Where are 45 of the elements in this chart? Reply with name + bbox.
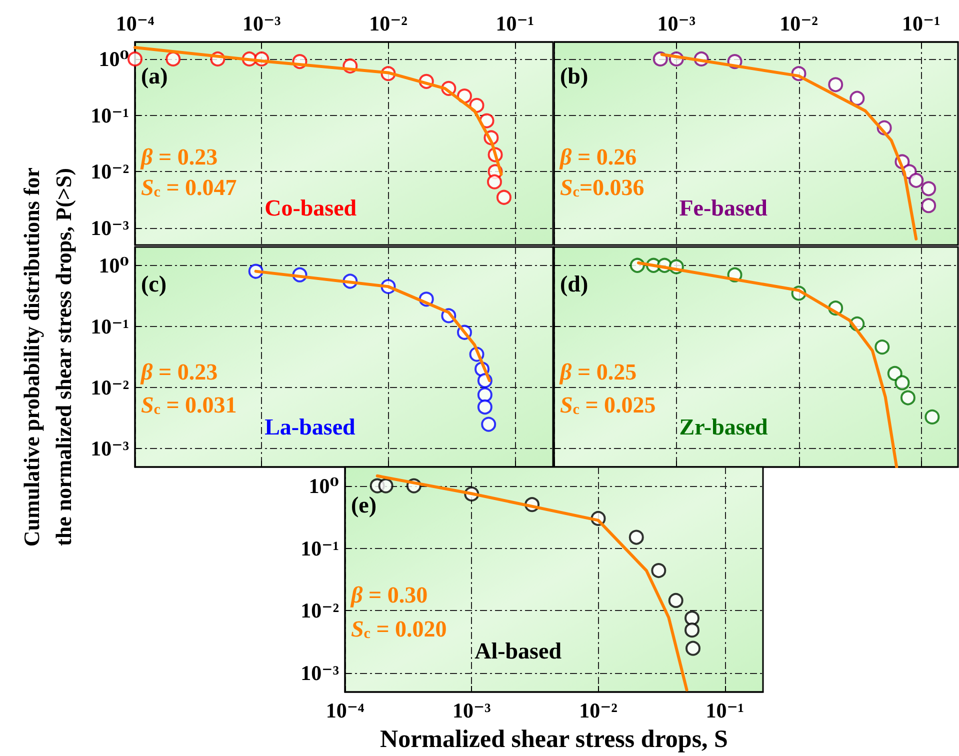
- y-tick-label: 10⁻¹: [90, 314, 129, 338]
- y-axis-title: Cumulative probability distributions for the normalized shear stress drops, P(>S): [19, 167, 76, 547]
- x-tick-label: 10⁻³: [242, 12, 281, 36]
- y-tick-label: 10⁰: [98, 46, 129, 71]
- x-tick-label: 10⁻¹: [902, 12, 940, 36]
- annotation: β = 0.23: [140, 144, 218, 170]
- annotation: Sc = 0.020: [351, 616, 447, 642]
- annotation: Sc = 0.031: [141, 392, 237, 418]
- y-tick-label: 10⁰: [308, 474, 339, 498]
- annotation: (e): [351, 492, 377, 518]
- x-tick-label: 10⁻⁴: [326, 698, 365, 722]
- text: La-based: [264, 414, 356, 440]
- annotation: β = 0.25: [559, 360, 637, 385]
- y-tick-label: 10⁻³: [300, 661, 339, 686]
- annotation: β = 0.30: [350, 582, 428, 608]
- text: Co-based: [264, 195, 357, 220]
- annotation: β = 0.23: [140, 360, 218, 385]
- text: Fe-based: [679, 195, 768, 220]
- annotation: Sc=0.036: [560, 175, 644, 201]
- annotation: Sc = 0.047: [141, 175, 237, 201]
- y-tick-label: 10⁻³: [90, 216, 129, 240]
- annotation: Sc = 0.025: [560, 392, 656, 418]
- y-tick-label: 10⁻²: [300, 598, 339, 623]
- y-tick-label: 10⁰: [98, 253, 129, 278]
- x-tick-label: 10⁻²: [579, 698, 618, 722]
- x-tick-label: 10⁻³: [657, 12, 696, 36]
- y-tick-label: 10⁻³: [90, 436, 129, 461]
- y-tick-label: 10⁻¹: [300, 536, 339, 560]
- text: Zr-based: [679, 414, 768, 440]
- annotation: (a): [141, 64, 168, 89]
- x-tick-label: 10⁻²: [780, 12, 818, 36]
- annotation: (c): [141, 272, 167, 297]
- y-tick-label: 10⁻²: [90, 376, 129, 400]
- y-tick-label: 10⁻²: [90, 160, 129, 184]
- x-tick-label: 10⁻³: [452, 698, 491, 722]
- y-tick-label: 10⁻¹: [90, 103, 129, 128]
- text: Al-based: [474, 638, 562, 664]
- annotation: (b): [560, 64, 588, 89]
- x-tick-label: 10⁻¹: [706, 698, 744, 722]
- x-tick-label: 10⁻⁴: [116, 12, 155, 36]
- annotation: β = 0.26: [559, 144, 637, 170]
- x-tick-label: 10⁻²: [369, 12, 408, 36]
- x-axis-title: Normalized shear stress drops, S: [380, 726, 728, 753]
- x-tick-label: 10⁻¹: [496, 12, 534, 36]
- annotation: (d): [560, 272, 588, 297]
